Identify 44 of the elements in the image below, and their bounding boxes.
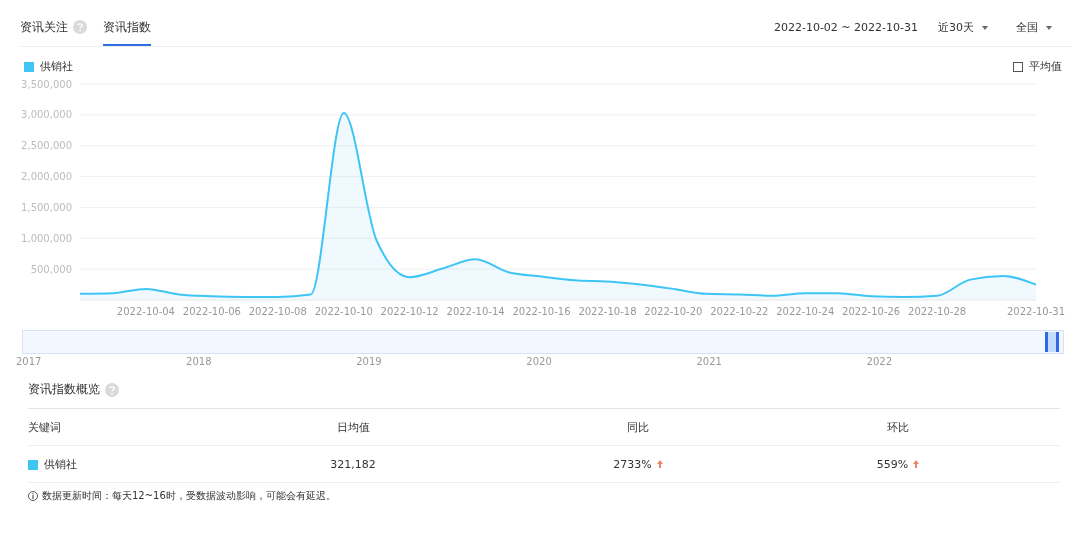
- text: 559%: [876, 457, 910, 471]
- text: 全国: [1016, 19, 1039, 35]
- x-tick-label: 2022-10-08: [248, 306, 307, 318]
- y-tick-label: 3,000,000: [21, 109, 72, 121]
- text: 平均值: [1028, 59, 1062, 74]
- x-tick-label: 2022-10-18: [578, 306, 637, 318]
- text: 环比: [886, 419, 910, 435]
- legend-label: 供销社: [39, 59, 73, 74]
- text: 资讯关注: [20, 18, 68, 36]
- y-tick-label: 2,000,000: [21, 171, 72, 183]
- text: 资讯指数概览: [28, 381, 100, 398]
- text: 近30天: [938, 19, 975, 35]
- text: 321,182: [329, 457, 377, 471]
- text: 2017: [16, 356, 42, 367]
- text: 供销社: [44, 457, 77, 471]
- text: 数据更新时间：每天12~16时，受数据波动影响，可能会有延迟。: [42, 489, 336, 503]
- y-tick-label: 3,500,000: [21, 78, 72, 90]
- x-tick-label: 2022-10-14: [446, 306, 505, 318]
- text: 2019: [356, 356, 382, 367]
- y-tick-label: 2,500,000: [21, 140, 72, 152]
- text: 同比: [626, 419, 650, 435]
- x-tick-label: 2022-10-10: [314, 306, 373, 318]
- x-tick-label: 2022-10-22: [710, 306, 769, 318]
- text: 2733%: [613, 457, 653, 471]
- x-tick-label: 2022-10-16: [512, 306, 571, 318]
- text: 2021: [696, 356, 722, 367]
- text: 2022: [866, 356, 892, 367]
- x-tick-label: 2022-10-20: [644, 306, 703, 318]
- chart-title: 资讯指数: [103, 18, 151, 46]
- text: 2022-10-02 ~ 2022-10-31: [773, 20, 918, 34]
- text: 2020: [526, 356, 552, 367]
- y-tick-label: 1,000,000: [21, 232, 72, 244]
- x-tick-label: 2022-10-04: [116, 306, 175, 318]
- text: 日均值: [335, 419, 371, 435]
- x-tick-label: 2022-10-26: [842, 306, 901, 318]
- x-tick-label: 2022-10-12: [380, 306, 439, 318]
- x-tick-label: 2022-10-06: [182, 306, 241, 318]
- y-tick-label: 1,500,000: [21, 201, 72, 213]
- x-tick-label: 2022-10-28: [908, 306, 967, 318]
- y-tick-label: 500,000: [30, 263, 72, 275]
- x-tick-label: 2022-10-31: [1006, 306, 1066, 318]
- text: 关键词: [28, 419, 62, 435]
- x-tick-label: 2022-10-24: [776, 306, 835, 318]
- text: 2018: [186, 356, 212, 367]
